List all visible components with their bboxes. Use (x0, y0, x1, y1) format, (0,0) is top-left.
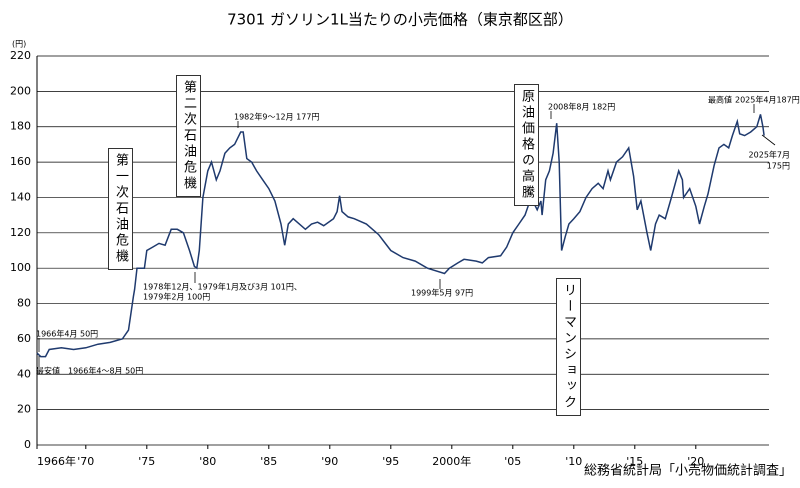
annotation: 1978年12月、1979年1月及び3月 101円、 (143, 282, 302, 292)
annotation: 1966年4月 50円 (36, 329, 98, 339)
y-tick-label: 40 (17, 367, 31, 380)
event-box: リーマンショック (556, 278, 581, 416)
annotation: 2025年4月187円 (735, 95, 800, 105)
x-tick-label: '95 (382, 455, 399, 468)
source: 総務省統計局「小売物価統計調査」 (584, 463, 792, 479)
x-tick-label: '05 (504, 455, 521, 468)
chart-title: 7301 ガソリン1L当たりの小売価格（東京都区部） (227, 11, 573, 29)
y-tick-label: 140 (10, 190, 31, 203)
x-tick-label: '10 (565, 455, 582, 468)
x-tick-label: 1966年 (37, 454, 76, 468)
y-tick-label: 180 (10, 120, 31, 133)
annotation: 最安値 1966年4～8月 50円 (36, 366, 143, 376)
x-tick-label: '85 (260, 455, 277, 468)
y-tick-label: 160 (10, 155, 31, 168)
y-tick-label: 120 (10, 226, 31, 239)
y-tick-label: 20 (17, 403, 31, 416)
annotation: 1999年5月 97円 (411, 288, 473, 298)
annotation: 1979年2月 100円 (143, 292, 210, 302)
x-tick-label: '20 (687, 455, 704, 468)
event-box: 原油価格の高騰 (514, 84, 539, 206)
x-tick-label: '15 (626, 455, 643, 468)
y-tick-label: 80 (17, 297, 31, 310)
x-tick-label: 2000年 (432, 454, 471, 468)
x-tick-label: '75 (138, 455, 155, 468)
y-tick-label: 100 (10, 261, 31, 274)
y-tick-label: 200 (10, 84, 31, 97)
x-tick-label: '80 (199, 455, 216, 468)
arrow (761, 134, 776, 146)
annotation: 175円 (767, 162, 790, 171)
event-box: 第一次石油危機 (108, 148, 133, 270)
y-unit: (円) (12, 40, 26, 49)
line-series (36, 114, 765, 358)
x-tick-label: '90 (321, 455, 338, 468)
annotation: 1982年9～12月 177円 (234, 112, 319, 122)
annotation: 2008年8月 182円 (548, 102, 615, 112)
y-tick-label: 60 (17, 332, 31, 345)
annotation: 最高値 (708, 95, 732, 105)
y-tick-label: 0 (24, 438, 31, 451)
event-box: 第二次石油危機 (176, 75, 201, 197)
x-tick-label: '70 (77, 455, 94, 468)
y-tick-label: 220 (10, 49, 31, 62)
annotation: 2025年7月 (749, 150, 790, 160)
